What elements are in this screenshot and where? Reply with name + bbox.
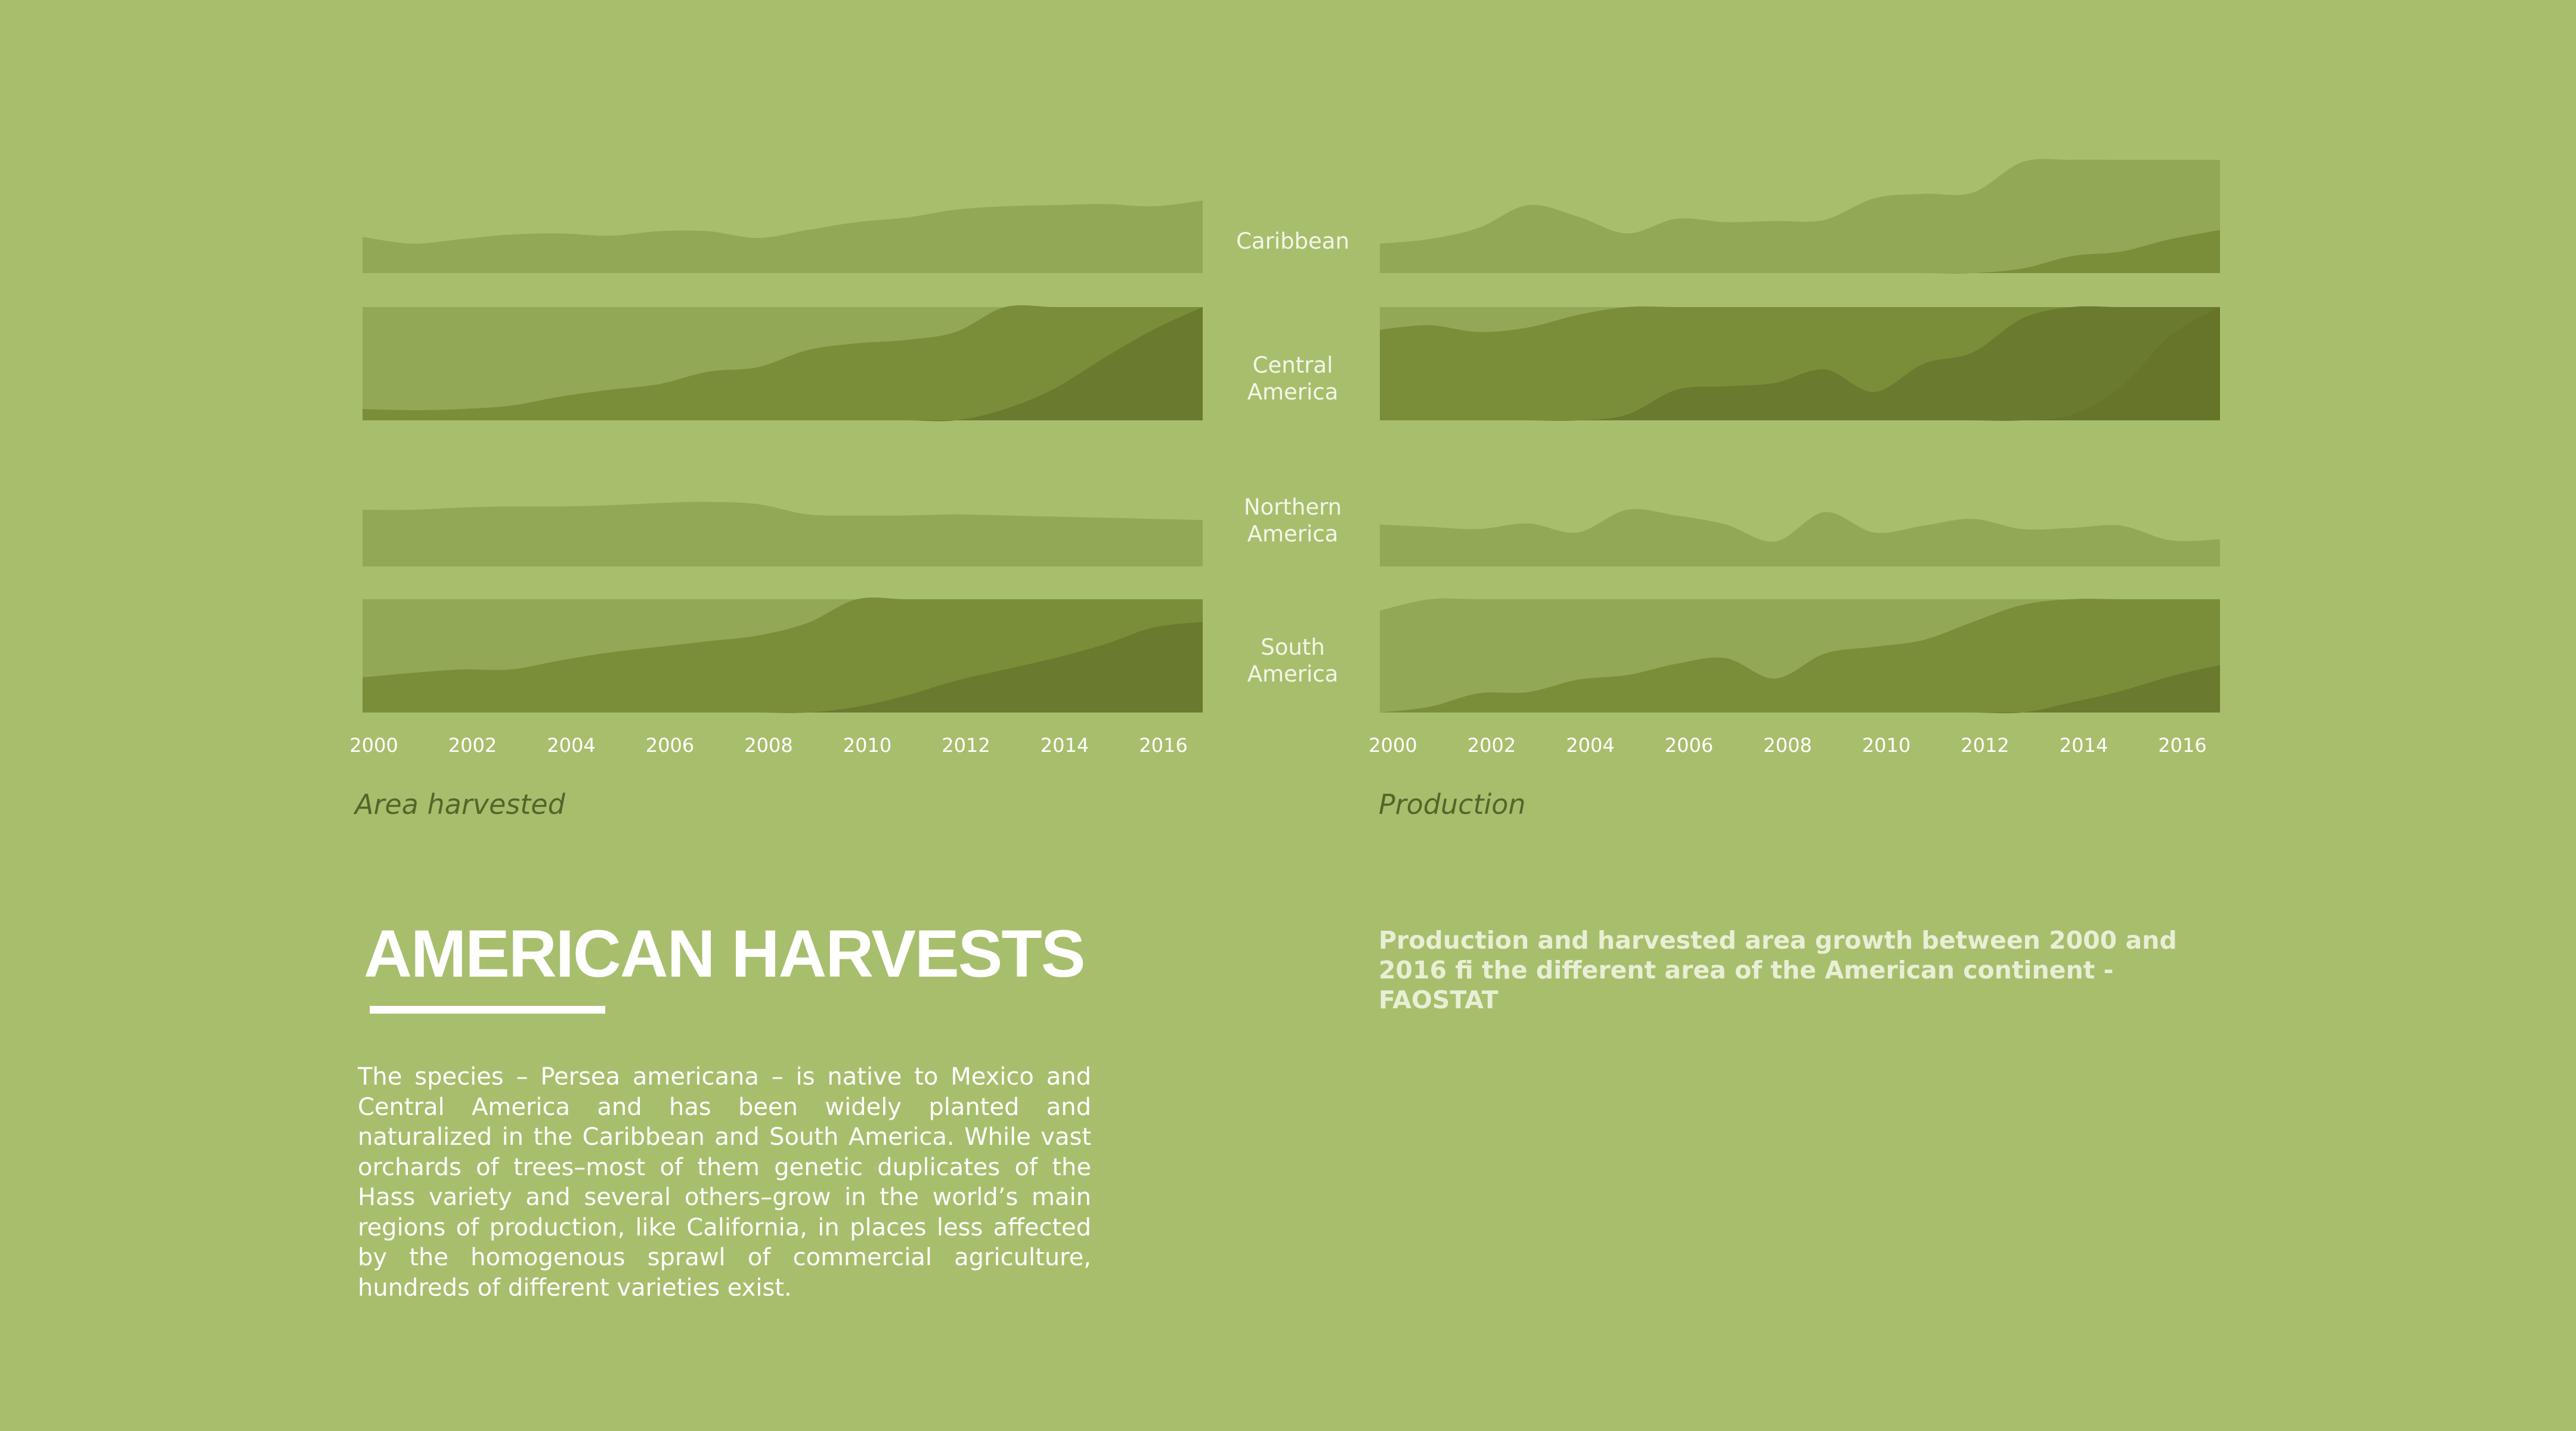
title-underline	[370, 1006, 605, 1014]
area-harvested-x-tick-label: 2012	[942, 734, 990, 757]
region-label-northern-america: Northern America	[1203, 494, 1382, 547]
area-harvested-x-tick-label: 2004	[547, 734, 595, 757]
production-x-tick-label: 2002	[1467, 734, 1516, 757]
production-central-america-area-dark	[1380, 306, 2220, 421]
region-label-south-america-line2: America	[1247, 661, 1339, 687]
area-harvested-x-tick-label: 2002	[448, 734, 497, 757]
production-chart: 2000 2002 2004 2006 2008 2010 2012 2014 2016	[1368, 159, 2220, 757]
production-x-tick-label: 2004	[1566, 734, 1614, 757]
area-harvested-central-america-area-dark	[363, 307, 1203, 422]
area-harvested-x-tick-label: 2014	[1041, 734, 1089, 757]
area-harvested-x-tick-label: 2016	[1139, 734, 1187, 757]
region-label-central-america: Central America	[1203, 352, 1382, 405]
production-x-tick-label: 2006	[1665, 734, 1713, 757]
area-harvested-x-tick-label: 2008	[744, 734, 792, 757]
production-northern-america-area-series	[1380, 509, 2220, 566]
production-caribbean-area-light	[1380, 159, 2220, 273]
area-harvested-south-america-area-dark	[363, 622, 1203, 713]
body-paragraph: The species – Persea americana – is nati…	[358, 1063, 1091, 1302]
production-central-america-area-darker	[1380, 307, 2220, 421]
production-south-america-area-medium	[1380, 599, 2220, 713]
page-title: AMERICAN HARVESTS	[364, 916, 1085, 991]
area-harvested-central-america-area-medium	[363, 305, 1203, 420]
region-label-northern-america-line2: America	[1247, 521, 1339, 547]
region-label-central-america-line1: Central	[1252, 352, 1333, 378]
production-x-tick-label: 2010	[1862, 734, 1911, 757]
production-x-tick-label: 2016	[2158, 734, 2206, 757]
area-harvested-northern-america-area-series	[363, 501, 1203, 566]
region-label-south-america: South America	[1203, 634, 1382, 687]
production-caribbean-area-medium	[1380, 230, 2220, 274]
chart-subtitle: Production and harvested area growth bet…	[1379, 926, 2177, 1014]
area-harvested-x-tick-label: 2000	[349, 734, 398, 757]
production-caption: Production	[1379, 788, 1526, 820]
region-label-caribbean: Caribbean	[1203, 228, 1382, 255]
region-label-northern-america-line1: Northern	[1243, 494, 1342, 520]
region-label-central-america-line2: America	[1247, 379, 1339, 405]
region-label-caribbean-line1: Caribbean	[1236, 228, 1349, 254]
area-harvested-x-tick-label: 2006	[646, 734, 694, 757]
area-harvested-caption: Area harvested	[355, 788, 565, 820]
production-x-tick-label: 2000	[1368, 734, 1417, 757]
production-south-america-area-dark	[1380, 665, 2220, 714]
production-x-tick-label: 2008	[1763, 734, 1812, 757]
production-x-tick-label: 2014	[2060, 734, 2108, 757]
region-label-south-america-line1: South	[1261, 634, 1325, 660]
area-harvested-x-tick-label: 2010	[843, 734, 891, 757]
area-harvested-chart: 2000 2002 2004 2006 2008 2010 2012 2014 2016	[349, 200, 1203, 757]
production-x-tick-label: 2012	[1961, 734, 2009, 757]
area-harvested-caribbean-area-series	[363, 200, 1203, 273]
